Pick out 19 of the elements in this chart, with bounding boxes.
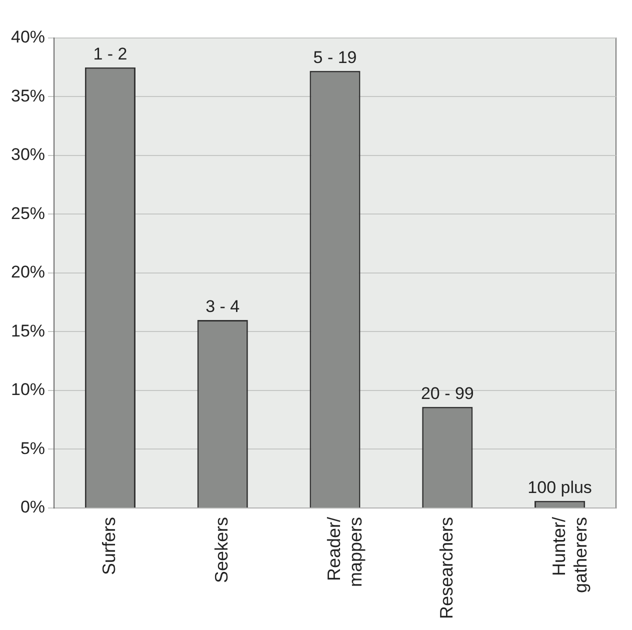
x-tick-label: Reader/ mappers xyxy=(324,516,366,587)
annotation: 100 plus xyxy=(528,478,592,498)
annotation: 20 - 99 xyxy=(420,384,474,404)
annotation: 5 - 19 xyxy=(313,48,357,68)
y-tick-label: 20% xyxy=(10,262,46,282)
x-tick-label: Hunter/ gatherers xyxy=(548,516,590,594)
y-tick-label: 5% xyxy=(20,438,46,458)
y-tick-label: 40% xyxy=(10,28,46,47)
y-tick-label: 15% xyxy=(10,321,46,340)
x-tick-label: Seekers xyxy=(212,516,232,584)
annotation: 3 - 4 xyxy=(206,297,240,316)
annotation: 1 - 2 xyxy=(93,44,128,64)
y-tick-label: 25% xyxy=(10,204,46,223)
y-tick-label: 10% xyxy=(10,380,46,400)
y-tick-label: 35% xyxy=(10,86,46,106)
x-tick-label: Researchers xyxy=(436,516,456,620)
y-tick-label: 30% xyxy=(10,145,46,164)
y-tick-label: 0% xyxy=(20,498,46,517)
x-tick-label: Surfers xyxy=(99,516,120,575)
